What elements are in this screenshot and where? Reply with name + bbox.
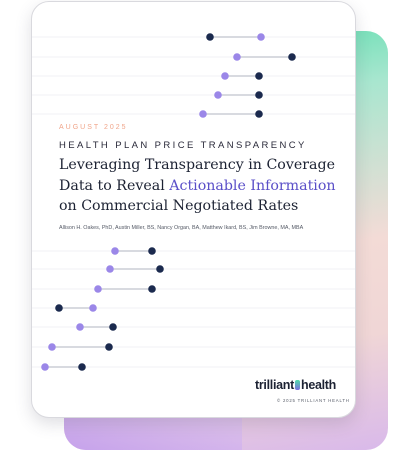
dumbbell-graphic-bottom	[32, 247, 355, 371]
dumbbell-dot-light	[48, 343, 56, 351]
report-cover: AUGUST 2025 HEALTH PLAN PRICE TRANSPAREN…	[31, 1, 356, 418]
report-authors: Allison H. Oakes, PhD, Austin Miller, BS…	[59, 225, 304, 231]
dumbbell-dot-light	[214, 91, 222, 99]
title-text: Leveraging Transparency in Coverage Data…	[59, 157, 335, 194]
dumbbell-dot-light	[199, 110, 207, 118]
dumbbell-dot-light	[94, 285, 102, 293]
copyright-notice: © 2025 TRILLIANT HEALTH	[277, 398, 350, 403]
report-title: Leveraging Transparency in Coverage Data…	[59, 155, 349, 217]
logo-word-left: trilliant	[255, 378, 294, 392]
dumbbell-dot-dark	[148, 247, 156, 255]
title-highlight: Actionable Information	[169, 177, 336, 194]
title-text-end: on Commercial Negotiated Rates	[59, 198, 299, 214]
dumbbell-dot-dark	[105, 343, 113, 351]
dumbbell-dot-dark	[55, 304, 63, 312]
dumbbell-dot-light	[221, 72, 229, 80]
dumbbell-dot-dark	[156, 265, 164, 273]
dumbbell-dot-light	[41, 363, 49, 371]
dumbbell-dot-light	[106, 265, 114, 273]
dumbbell-dot-dark	[109, 323, 117, 331]
logo-word-right: health	[300, 378, 336, 392]
dumbbell-dot-dark	[148, 285, 156, 293]
dumbbell-dot-light	[111, 247, 119, 255]
trilliant-mark-icon	[294, 380, 300, 390]
dumbbell-dot-dark	[206, 33, 214, 41]
dumbbell-graphic-top	[32, 33, 355, 118]
dumbbell-dot-light	[76, 323, 84, 331]
dumbbell-dot-light	[89, 304, 97, 312]
dumbbell-dot-dark	[78, 363, 86, 371]
dumbbell-dot-light	[233, 53, 241, 61]
report-date: AUGUST 2025	[59, 124, 128, 131]
trilliant-health-logo: trilliant health	[255, 378, 336, 392]
dumbbell-dot-dark	[255, 91, 263, 99]
report-category: HEALTH PLAN PRICE TRANSPARENCY	[59, 140, 307, 151]
dumbbell-dot-dark	[288, 53, 296, 61]
dumbbell-dot-light	[257, 33, 265, 41]
dumbbell-dot-dark	[255, 110, 263, 118]
dumbbell-dot-dark	[255, 72, 263, 80]
